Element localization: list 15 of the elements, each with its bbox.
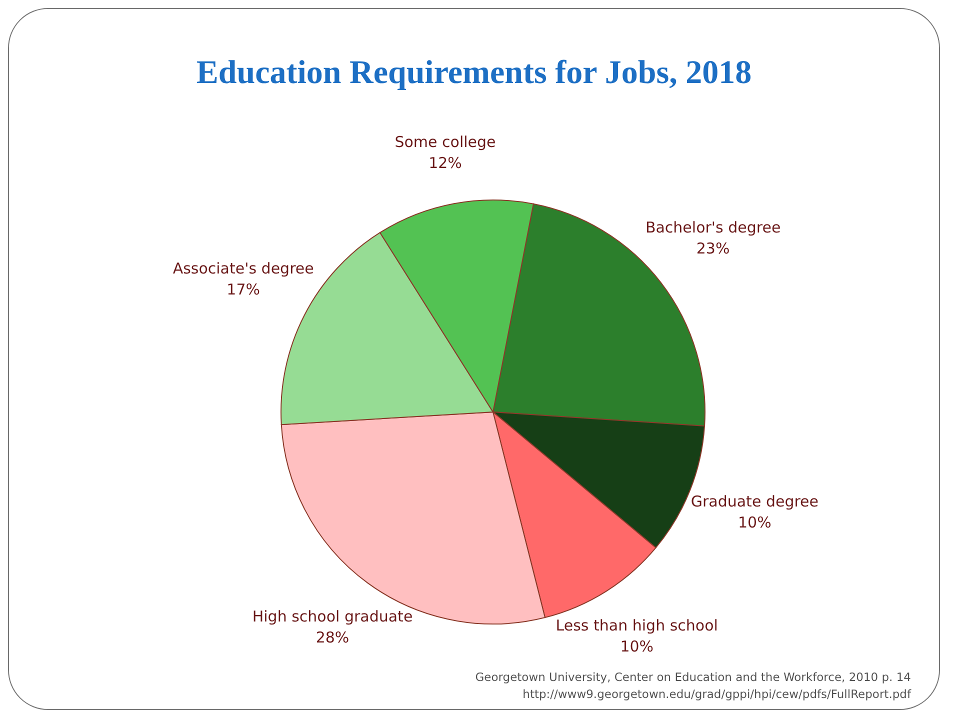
data-label: 17% bbox=[226, 280, 260, 299]
slice-label: Some college bbox=[394, 132, 496, 151]
data-label: 12% bbox=[428, 154, 462, 172]
text: Georgetown University, Center on Education and the Workforce, 2010 p. 14 bbox=[475, 669, 911, 686]
slice-label: Associate's degree bbox=[172, 260, 314, 278]
slice-label: High school graduate bbox=[252, 607, 413, 626]
slice-label: Bachelor's degree bbox=[645, 218, 781, 237]
data-label: 10% bbox=[738, 514, 772, 532]
text: http://www9.georgetown.edu/grad/gppi/hpi/cew/pdfs/FullReport.pdf bbox=[522, 686, 911, 703]
slice-label: Graduate degree bbox=[690, 492, 819, 511]
data-label: 28% bbox=[316, 628, 350, 646]
chart-title: Education Requirements for Jobs, 2018 bbox=[195, 55, 753, 92]
slice-label: Less than high school bbox=[556, 616, 718, 634]
data-label: 10% bbox=[620, 637, 654, 656]
data-label: 23% bbox=[696, 240, 730, 258]
